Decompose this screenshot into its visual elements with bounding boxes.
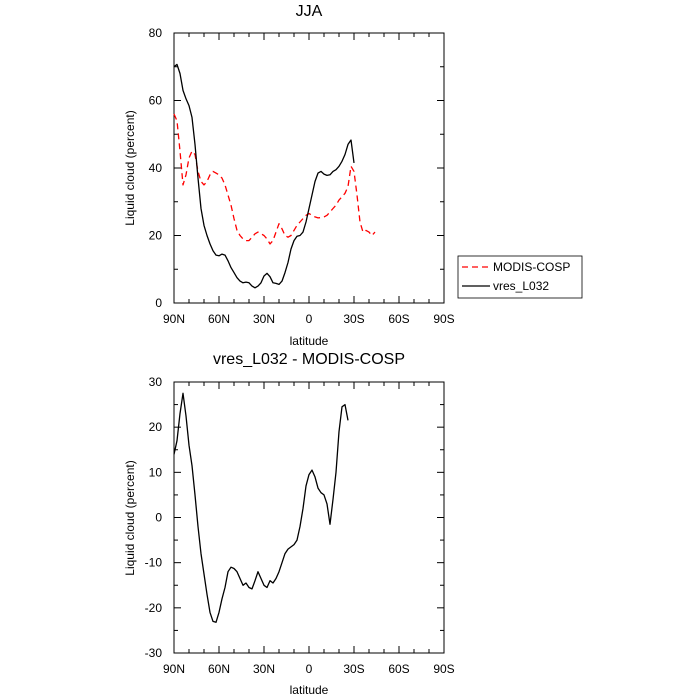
x-tick-label: 60N <box>208 312 230 326</box>
x-tick-label: 0 <box>306 662 313 676</box>
y-tick-label: 30 <box>149 375 163 389</box>
y-tick-label: 40 <box>149 161 163 175</box>
chart-title: JJA <box>296 3 323 20</box>
x-tick-label: 90S <box>433 662 454 676</box>
legend-label-modis-cosp: MODIS-COSP <box>493 260 570 274</box>
y-tick-label: -10 <box>145 556 163 570</box>
x-tick-label: 60S <box>388 662 409 676</box>
y-tick-label: -20 <box>145 601 163 615</box>
y-tick-label: 20 <box>149 229 163 243</box>
series-group <box>173 63 376 289</box>
legend-box <box>457 255 583 299</box>
x-tick-label: 30N <box>253 312 275 326</box>
series-line-vres-l032-modis-cosp <box>173 392 349 623</box>
x-tick-label: 60S <box>388 312 409 326</box>
x-axis-label: latitude <box>290 683 329 697</box>
x-ticks: 90N 60N 30N 0 30S 60S 90S <box>163 33 455 326</box>
x-axis-label: latitude <box>290 334 329 348</box>
y-tick-label: 10 <box>149 465 163 479</box>
chart-title: vres_L032 - MODIS-COSP <box>213 351 405 368</box>
y-tick-label: 0 <box>155 511 162 525</box>
y-axis-label: Liquid cloud (percent) <box>123 110 137 225</box>
x-tick-label: 90N <box>163 662 185 676</box>
y-ticks: -30 -20 -10 0 10 20 30 <box>145 375 444 660</box>
plot-frame <box>173 381 445 654</box>
y-tick-label: 20 <box>149 420 163 434</box>
x-tick-label: 30S <box>343 312 364 326</box>
y-tick-label: -30 <box>145 646 163 660</box>
y-tick-label: 80 <box>149 26 163 40</box>
x-tick-label: 30N <box>253 662 275 676</box>
x-ticks: 90N 60N 30N 0 30S 60S 90S <box>163 382 455 676</box>
series-line-modis-cosp <box>173 113 376 245</box>
x-tick-label: 30S <box>343 662 364 676</box>
y-tick-label: 0 <box>155 296 162 310</box>
x-tick-label: 0 <box>306 312 313 326</box>
y-tick-label: 60 <box>149 94 163 108</box>
y-ticks: 0 20 40 60 80 <box>149 26 444 310</box>
plot-frame <box>173 32 445 304</box>
series-line-vres-l032 <box>173 63 355 289</box>
y-axis-label: Liquid cloud (percent) <box>123 460 137 575</box>
top-panel: JJA 90N 60N 30N 0 30S 60S 90S 0 20 40 60 80 latitu… <box>123 3 583 348</box>
x-tick-label: 90N <box>163 312 185 326</box>
series-group <box>173 392 349 623</box>
legend-label-vres-l032: vres_L032 <box>493 279 549 293</box>
legend: MODIS-COSP vres_L032 <box>457 255 583 299</box>
x-tick-label: 60N <box>208 662 230 676</box>
bottom-panel: vres_L032 - MODIS-COSP 90N 60N 30N 0 30S 60S 9… <box>123 351 455 697</box>
x-tick-label: 90S <box>433 312 454 326</box>
